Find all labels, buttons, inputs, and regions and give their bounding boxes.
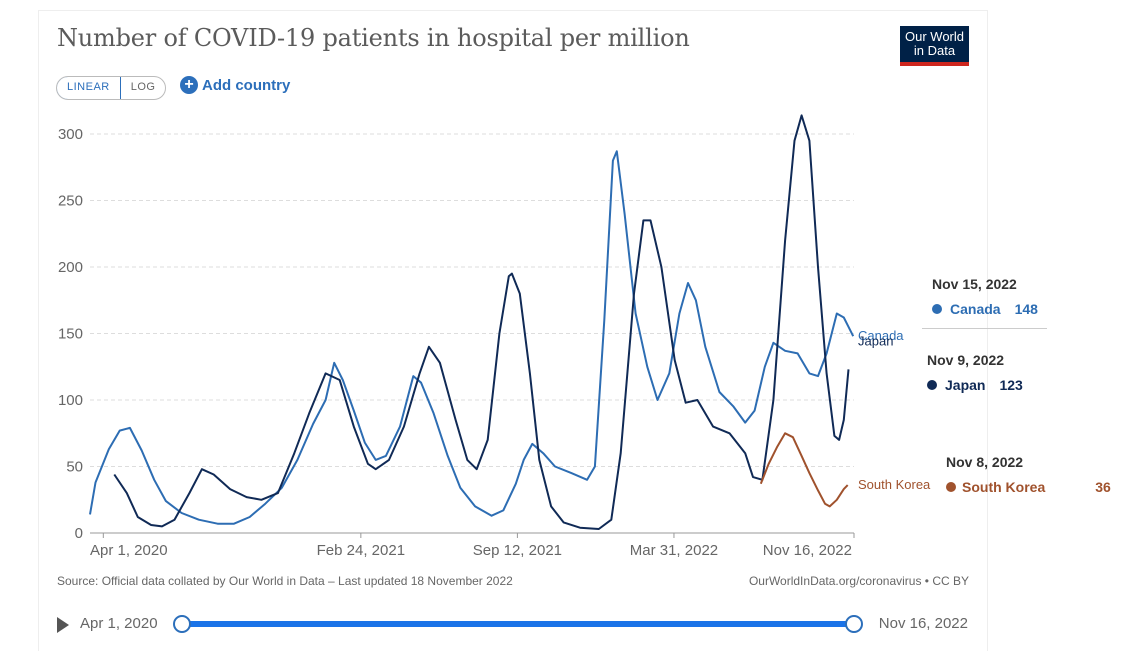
tooltip-japan-row: Japan 123	[927, 377, 1023, 393]
add-country-label: Add country	[202, 76, 291, 94]
series-line-south-korea	[759, 432, 849, 508]
tooltip-south-korea-value: 36	[1095, 479, 1111, 495]
gridlines	[90, 133, 854, 467]
line-chart: 0 50 100 150 200 250 300 Apr 1, 2020 Feb 24, 202…	[58, 114, 931, 559]
owid-logo[interactable]: Our World in Data	[900, 26, 969, 66]
log-scale-button[interactable]: LOG	[130, 81, 156, 93]
timeline-start-handle[interactable]	[173, 615, 191, 633]
x-tick-label: Mar 31, 2022	[630, 542, 718, 559]
scale-toggle: LINEAR LOG	[56, 76, 167, 100]
chart-frame	[38, 10, 988, 651]
play-icon[interactable]	[57, 617, 69, 633]
y-tick-label: 100	[58, 392, 83, 409]
logo-line-1: Our World	[905, 29, 964, 44]
south-korea-dot-icon	[946, 482, 956, 492]
y-tick-label: 300	[58, 126, 83, 143]
tooltip-japan-name: Japan	[945, 377, 986, 393]
canada-dot-icon	[932, 304, 942, 314]
series-lines	[89, 114, 855, 530]
x-tick-label: Sep 12, 2021	[473, 542, 562, 559]
x-tick-label: Nov 16, 2022	[763, 542, 852, 559]
tooltip-japan: Nov 9, 2022 Japan 123	[927, 352, 1023, 393]
tooltip-japan-date: Nov 9, 2022	[927, 352, 1005, 368]
axes: 0 50 100 150 200 250 300 Apr 1, 2020 Feb 24, 202…	[58, 126, 855, 559]
timeline-start-label: Apr 1, 2020	[80, 615, 158, 632]
end-label-japan: Japan	[858, 333, 893, 348]
tooltip-south-korea-date: Nov 8, 2022	[946, 454, 1024, 470]
add-country-button[interactable]: + Add country	[180, 76, 290, 94]
y-tick-label: 250	[58, 193, 83, 210]
tooltip-canada-date: Nov 15, 2022	[932, 276, 1017, 292]
source-note: Source: Official data collated by Our Wo…	[57, 574, 513, 588]
tooltip-south-korea-name: South Korea	[962, 479, 1046, 495]
logo-line-2: in Data	[913, 43, 956, 58]
japan-dot-icon	[927, 380, 937, 390]
y-tick-label: 0	[75, 525, 83, 542]
tooltip-canada-name: Canada	[950, 301, 1001, 317]
timeline-slider: Apr 1, 2020 Nov 16, 2022	[56, 612, 970, 638]
tooltip-south-korea: Nov 8, 2022 South Korea 36	[946, 454, 1111, 495]
y-tick-label: 150	[58, 326, 83, 343]
timeline-track[interactable]	[182, 621, 854, 627]
tooltip-canada-row: Canada 148	[932, 301, 1038, 317]
end-label-south-korea: South Korea	[858, 477, 931, 492]
plus-icon: +	[180, 76, 198, 94]
license-link[interactable]: OurWorldInData.org/coronavirus • CC BY	[748, 574, 969, 588]
series-line-canada	[89, 150, 855, 525]
tooltip-divider	[922, 328, 1047, 329]
linear-scale-button[interactable]: LINEAR	[57, 77, 121, 99]
end-label-canada: Canada	[858, 328, 904, 343]
tooltip-canada-value: 148	[1014, 301, 1038, 317]
tooltip-japan-value: 123	[999, 377, 1023, 393]
series-line-japan	[113, 114, 850, 530]
tooltip-canada: Nov 15, 2022 Canada 148	[932, 276, 1038, 317]
x-tick-label: Feb 24, 2021	[317, 542, 405, 559]
timeline-end-handle[interactable]	[845, 615, 863, 633]
timeline-end-label: Nov 16, 2022	[878, 615, 968, 632]
x-tick-label: Apr 1, 2020	[90, 542, 168, 559]
y-tick-label: 200	[58, 259, 83, 276]
chart-title: Number of COVID-19 patients in hospital …	[57, 24, 690, 52]
tooltip-south-korea-row: South Korea 36	[946, 479, 1111, 495]
y-tick-label: 50	[66, 459, 83, 476]
